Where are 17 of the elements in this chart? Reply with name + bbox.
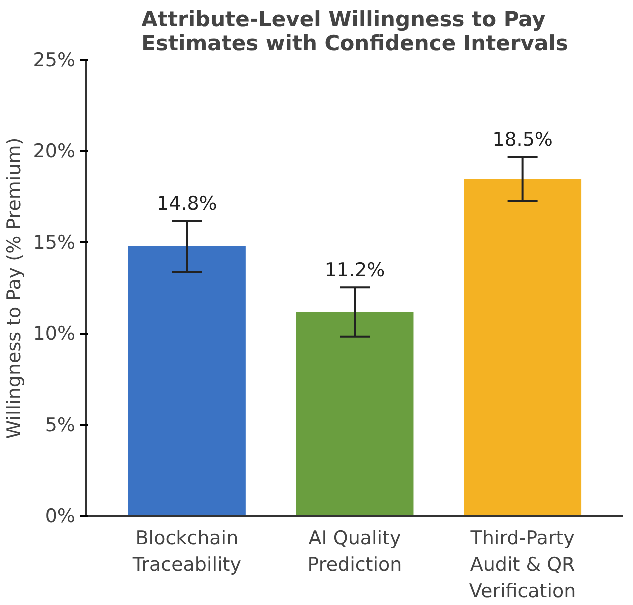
x-tick-label: Blockchain Traceability — [132, 528, 242, 576]
data-label: 18.5% — [492, 129, 553, 152]
bar — [128, 246, 246, 516]
y-axis-title: Willingness to Pay (% Premium) — [3, 138, 26, 440]
x-tick-label: AI Quality Prediction — [308, 528, 402, 576]
y-tick-label: 25% — [33, 50, 76, 72]
bar — [464, 179, 582, 516]
chart-title: Attribute-Level Willingness to Pay Estimates with Confidence Intervals — [142, 8, 568, 56]
x-tick-label: Third-Party Audit & QR Verification — [469, 528, 576, 602]
y-tick-label: 0% — [45, 506, 76, 528]
y-tick-label: 15% — [33, 232, 76, 254]
data-label: 11.2% — [324, 260, 386, 282]
bar — [296, 312, 414, 516]
y-tick-label: 20% — [33, 140, 76, 163]
data-label: 14.8% — [157, 193, 218, 216]
y-tick-label: 5% — [45, 414, 76, 436]
y-tick-label: 10% — [33, 323, 76, 346]
